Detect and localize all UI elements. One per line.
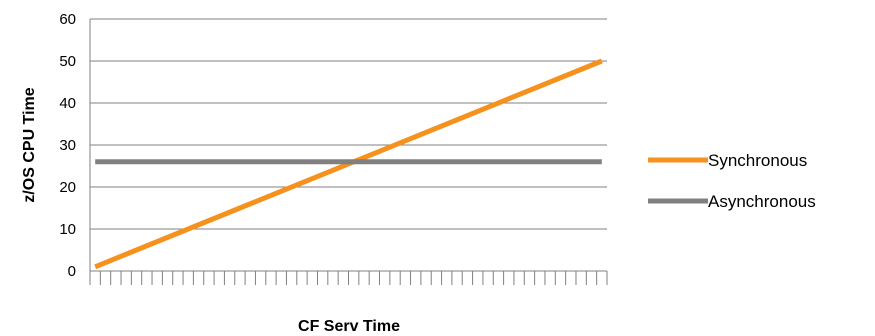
gridlines [90, 18, 607, 230]
legend-label: Asynchronous [708, 192, 816, 211]
y-axis-title: z/OS CPU Time [21, 87, 38, 202]
x-axis-ticks [89, 271, 608, 285]
legend-label: Synchronous [708, 151, 807, 170]
legend: Synchronous Asynchronous [648, 151, 816, 211]
y-tick-label: 40 [59, 95, 76, 112]
x-axis-title: CF Serv Time [298, 318, 400, 335]
y-tick-label: 0 [68, 263, 76, 280]
y-axis-ticks: 0 10 20 30 40 50 60 [59, 11, 76, 280]
y-tick-label: 60 [59, 11, 76, 28]
y-tick-label: 20 [59, 179, 76, 196]
y-tick-label: 50 [59, 53, 76, 70]
series-lines [94, 58, 603, 270]
y-tick-label: 10 [59, 221, 76, 238]
y-tick-label: 30 [59, 137, 76, 154]
